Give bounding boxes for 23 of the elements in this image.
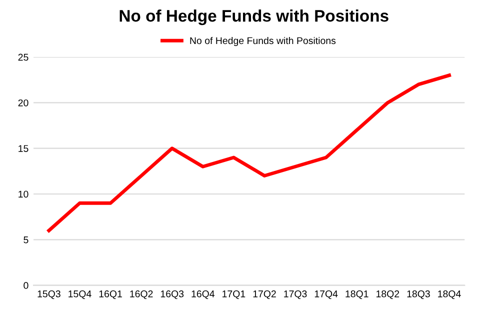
x-tick-label: 16Q1 <box>99 290 122 300</box>
line-series <box>47 74 451 232</box>
x-tick-label: 17Q4 <box>314 290 338 300</box>
x-tick-label: 18Q3 <box>407 290 430 300</box>
x-tick-label: 18Q2 <box>376 290 400 300</box>
x-tick-label: 15Q4 <box>68 290 92 300</box>
x-tick-label: 16Q2 <box>130 290 153 300</box>
x-tick-label: 15Q3 <box>38 290 60 300</box>
x-tick-label: 16Q4 <box>192 290 214 300</box>
y-tick-label: 25 <box>18 54 28 61</box>
x-tick-label: 17Q2 <box>253 290 276 300</box>
x-tick-label: 16Q3 <box>160 290 184 300</box>
x-tick-label: 17Q3 <box>284 290 307 300</box>
y-tick-label: 5 <box>24 236 28 244</box>
y-tick-label: 0 <box>24 282 28 289</box>
x-tick-label: 18Q4 <box>438 290 461 300</box>
x-tick-label: 17Q1 <box>222 290 246 300</box>
chart-title: No of Hedge Funds with Positions <box>120 10 388 26</box>
y-tick-label: 20 <box>18 99 28 106</box>
y-tick-label: 15 <box>18 145 28 152</box>
y-tick-label: 10 <box>18 190 28 198</box>
x-tick-label: 18Q1 <box>346 290 368 300</box>
legend-label: No of Hedge Funds with Positions <box>190 36 336 46</box>
